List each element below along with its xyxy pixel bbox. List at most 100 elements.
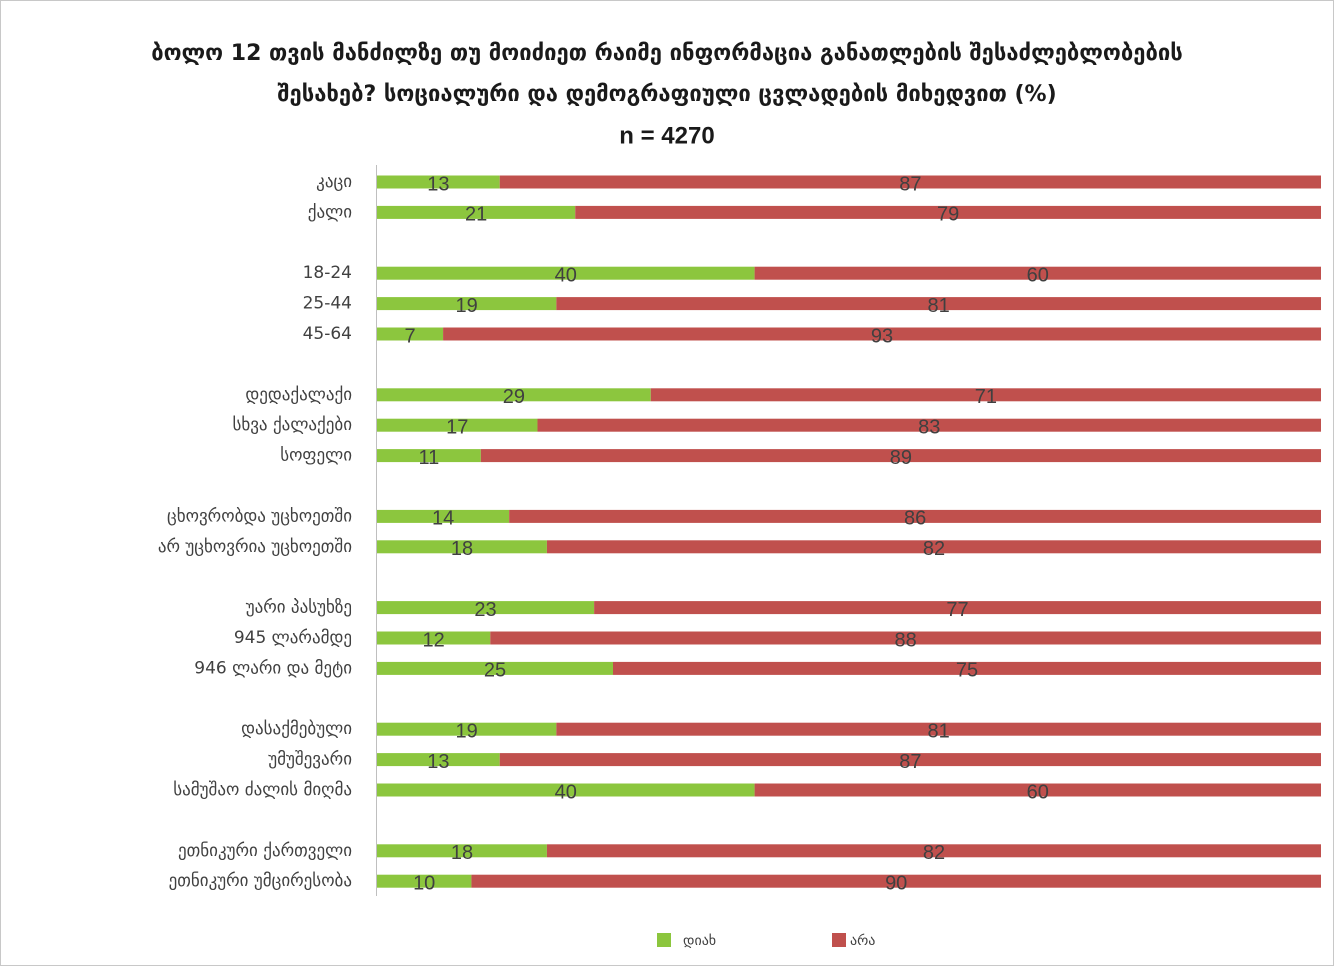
y-tick-label: სოფელი (280, 446, 352, 466)
y-tick-label: 18-24 (303, 263, 352, 283)
data-label: 10 (413, 872, 435, 894)
chart-title: შესახებ? სოციალური და დემოგრაფიული ცვლად… (277, 82, 1056, 107)
data-label: 75 (956, 660, 978, 682)
legend-swatch (657, 933, 671, 947)
bar-segment (490, 631, 1321, 645)
data-label: 13 (427, 751, 449, 773)
bar-segment (377, 601, 595, 615)
data-label: 86 (904, 508, 926, 530)
data-label: 60 (1027, 781, 1049, 803)
bar-segment (546, 844, 1321, 858)
y-tick-label: სხვა ქალაქები (232, 415, 352, 435)
bar-segment (377, 844, 547, 858)
legend-label: დიახ (683, 933, 716, 949)
data-label: 19 (456, 720, 478, 742)
data-label: 93 (871, 325, 893, 347)
data-label: 13 (427, 173, 449, 195)
data-label: 60 (1027, 264, 1049, 286)
data-label: 71 (975, 386, 997, 408)
bar-segment (754, 266, 1321, 280)
y-tick-label: კაცი (316, 172, 352, 192)
data-label: 12 (423, 629, 445, 651)
y-tick-label: სამუშაო ძალის მიღმა (173, 780, 352, 800)
bar-segment (377, 874, 472, 888)
bar-segment (556, 297, 1321, 311)
data-label: 23 (474, 599, 496, 621)
bar-segment (377, 418, 538, 432)
chart-subtitle: n = 4270 (619, 122, 714, 149)
data-label: 40 (555, 264, 577, 286)
bar-segment (594, 601, 1321, 615)
bar-segment (443, 327, 1322, 341)
bar-segment (499, 753, 1322, 767)
y-tick-label: 946 ლარი და მეტი (194, 658, 352, 678)
bar-segment (537, 418, 1321, 432)
y-tick-label: ცხოვრობდა უცხოეთში (167, 506, 352, 526)
bar-segment (377, 388, 651, 402)
data-label: 11 (419, 447, 440, 469)
y-tick-label: 945 ლარამდე (234, 628, 352, 648)
chart-title: ბოლო 12 თვის მანძილზე თუ მოიძიეთ რაიმე ი… (151, 41, 1183, 66)
bar-segment (377, 327, 444, 341)
bar-segment (556, 722, 1321, 736)
data-label: 87 (899, 751, 921, 773)
data-label: 77 (946, 599, 968, 621)
bar-segment (377, 540, 547, 554)
y-tick-label: დასაქმებული (241, 719, 352, 739)
data-label: 25 (484, 660, 506, 682)
data-label: 82 (923, 538, 945, 560)
bar-segment (377, 509, 510, 523)
data-label: 82 (923, 842, 945, 864)
bar-segment (613, 661, 1321, 675)
bar-segment (480, 449, 1322, 463)
data-label: 21 (465, 204, 487, 226)
data-label: 87 (899, 173, 921, 195)
bar-segment (377, 297, 557, 311)
legend-swatch (832, 933, 846, 947)
data-label: 83 (918, 416, 940, 438)
data-label: 18 (451, 842, 473, 864)
data-label: 89 (890, 447, 912, 469)
data-label: 7 (404, 325, 415, 347)
legend-label: არა (850, 932, 875, 949)
data-label: 17 (446, 416, 468, 438)
bar-segment (650, 388, 1321, 402)
data-label: 90 (885, 872, 907, 894)
y-tick-label: 25-44 (303, 294, 352, 314)
bar-segment (377, 661, 613, 675)
bar-segment (377, 753, 500, 767)
data-label: 18 (451, 538, 473, 560)
data-label: 29 (503, 386, 525, 408)
bar-segment (377, 631, 491, 645)
bar-segment (377, 175, 500, 189)
bar-segment (546, 540, 1321, 554)
bar-segment (377, 722, 557, 736)
data-label: 40 (555, 781, 577, 803)
bar-segment (377, 449, 481, 463)
y-tick-label: უმუშევარი (268, 750, 352, 770)
data-label: 79 (937, 204, 959, 226)
data-label: 14 (432, 508, 454, 530)
y-tick-label: უარი პასუხზე (246, 598, 352, 618)
y-tick-label: დედაქალაქი (245, 385, 352, 405)
data-label: 81 (928, 720, 950, 742)
y-tick-label: ეთნიკური უმცირესობა (169, 871, 352, 891)
y-tick-label: 45-64 (303, 324, 352, 344)
bar-segment (377, 266, 755, 280)
data-label: 19 (456, 295, 478, 317)
bar-segment (575, 205, 1321, 219)
bar-segment (377, 783, 755, 797)
bar-segment (509, 509, 1321, 523)
bar-segment (377, 205, 576, 219)
y-tick-label: არ უცხოვრია უცხოეთში (158, 537, 352, 557)
bar-segment (499, 175, 1322, 189)
data-label: 81 (928, 295, 950, 317)
bar-segment (471, 874, 1321, 888)
y-tick-label: ქალი (308, 202, 352, 222)
data-label: 88 (895, 629, 917, 651)
y-tick-label: ეთნიკური ქართველი (178, 841, 352, 861)
bar-segment (754, 783, 1321, 797)
